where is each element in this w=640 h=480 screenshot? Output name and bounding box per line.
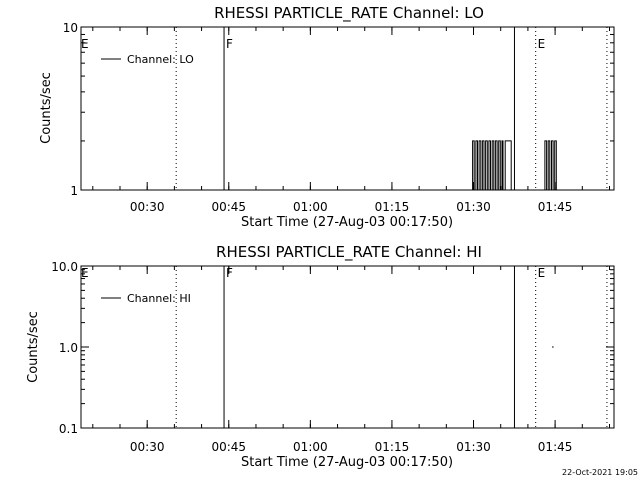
lo-x-tick-label-4: 01:30	[456, 200, 491, 214]
lo-x-tick-label-5: 01:45	[538, 200, 573, 214]
hi-x-axis-label: Start Time (27-Aug-03 00:17:50)	[241, 455, 453, 470]
lo-event-marker-label-1: F	[226, 37, 233, 51]
hi-x-tick-label-0: 00:30	[130, 440, 165, 454]
lo-plot-frame	[80, 26, 615, 191]
hi-plot-frame	[80, 265, 615, 429]
footer-timestamp: 22-Oct-2021 19:05	[562, 468, 638, 477]
lo-y-tick-label-0: 1	[70, 184, 78, 198]
hi-legend-label: Channel: HI	[127, 292, 191, 305]
lo-x-axis-label: Start Time (27-Aug-03 00:17:50)	[241, 215, 453, 230]
lo-channel-panel: RHESSI PARTICLE_RATE Channel: LO Counts/…	[39, 4, 615, 230]
hi-y-tick-label-2: 10.0	[51, 260, 78, 274]
lo-x-tick-label-3: 01:15	[375, 200, 410, 214]
hi-x-tick-label-5: 01:45	[538, 440, 573, 454]
hi-y-tick-label-1: 1.0	[59, 341, 78, 355]
hi-x-tick-label-3: 01:15	[375, 440, 410, 454]
hi-corner-e-label: E	[81, 266, 89, 280]
lo-corner-e-label: E	[81, 37, 89, 51]
hi-event-marker-label-1: F	[226, 266, 233, 280]
hi-event-marker-label-3: E	[538, 266, 546, 280]
lo-series-layer	[472, 140, 557, 191]
hi-y-tick-label-0: 0.1	[59, 422, 78, 436]
lo-y-axis-label: Counts/sec	[39, 72, 54, 144]
lo-series-line-0	[472, 140, 513, 191]
lo-x-tick-label-0: 00:30	[130, 200, 165, 214]
hi-chart-title: RHESSI PARTICLE_RATE Channel: HI	[216, 243, 482, 262]
lo-x-tick-label-2: 01:00	[293, 200, 328, 214]
hi-y-axis-label: Counts/sec	[26, 311, 41, 383]
hi-x-tick-label-1: 00:45	[211, 440, 246, 454]
lo-x-tick-label-1: 00:45	[211, 200, 246, 214]
hi-x-tick-label-4: 01:30	[456, 440, 491, 454]
hi-tick-layer: 00:30 00:45 01:00 01:15 01:30 01:45 0.1 1.0 10.0	[51, 260, 614, 454]
hi-channel-panel: RHESSI PARTICLE_RATE Channel: HI Counts/…	[26, 243, 615, 470]
lo-tick-layer: 00:30 00:45 01:00 01:15 01:30 01:45 1 10	[63, 21, 614, 214]
lo-legend-label: Channel: LO	[127, 53, 194, 66]
lo-y-tick-label-1: 10	[63, 21, 78, 35]
lo-event-marker-label-3: E	[538, 37, 546, 51]
lo-chart-title: RHESSI PARTICLE_RATE Channel: LO	[214, 4, 484, 23]
lo-series-line-1	[544, 140, 557, 191]
hi-x-tick-label-2: 01:00	[293, 440, 328, 454]
